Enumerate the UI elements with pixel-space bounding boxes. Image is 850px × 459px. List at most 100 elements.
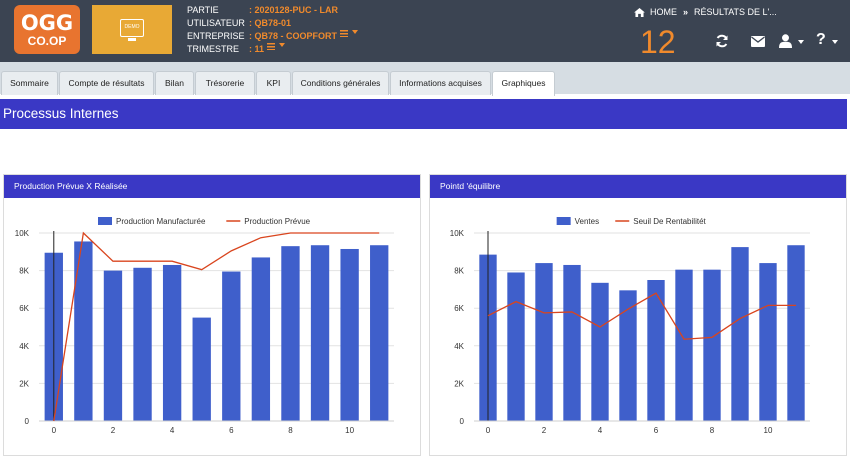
- enterprise-selector[interactable]: : QB78 - COOPFORT: [249, 31, 338, 41]
- y-tick-label: 0: [460, 417, 465, 426]
- info-entreprise[interactable]: ENTREPRISE : QB78 - COOPFORT: [187, 30, 359, 43]
- bar: [563, 264, 581, 421]
- quarter-selector[interactable]: : 11: [249, 44, 265, 54]
- bar: [591, 282, 609, 421]
- x-tick-label: 10: [764, 426, 773, 435]
- y-tick-label: 6K: [454, 304, 464, 313]
- info-utilisateur: UTILISATEUR : QB78-01: [187, 17, 358, 30]
- bar: [675, 269, 693, 421]
- y-tick-label: 0: [25, 417, 30, 426]
- bar: [192, 317, 211, 421]
- y-tick-label: 2K: [19, 379, 29, 388]
- bar: [222, 271, 241, 421]
- monitor-stand-icon: [128, 38, 136, 41]
- bar: [535, 263, 553, 421]
- game-info: PARTIE : 2020128-PUC - LAR UTILISATEUR :…: [187, 4, 359, 56]
- legend-swatch: [98, 217, 112, 225]
- chevron-down-icon[interactable]: [832, 40, 838, 44]
- y-tick-label: 10K: [15, 229, 30, 238]
- equilibre-chart: 0 2K 4K 6K 8K 10K 0 2 4 6 8 10 Ventes Seuil De Rentab…: [450, 217, 810, 435]
- x-tick-label: 6: [229, 426, 234, 435]
- x-tick-label: 2: [111, 426, 116, 435]
- bar: [310, 245, 330, 421]
- bar: [251, 257, 271, 421]
- bar: [281, 246, 300, 421]
- tab-bilan[interactable]: Bilan: [155, 71, 194, 95]
- quarter-counter: 12: [640, 24, 676, 60]
- bar: [619, 290, 637, 421]
- legend-label: Seuil De Rentabilitét: [633, 217, 706, 226]
- tab-tresorerie[interactable]: Trésorerie: [195, 71, 255, 95]
- chart-panel-equilibre: Pointd 'équilibre 0 2K 4K 6K 8K 10K 0 2 4 6 8 10 Ven…: [429, 174, 847, 456]
- logo-line1: OGG: [20, 11, 74, 35]
- x-tick-label: 2: [542, 426, 547, 435]
- chevron-down-icon[interactable]: [279, 43, 286, 47]
- y-tick-label: 4K: [19, 342, 29, 351]
- y-tick-label: 6K: [19, 304, 29, 313]
- top-bar: OGG CO.OP DEMO PARTIE : 2020128-PUC - LA…: [0, 0, 850, 62]
- logo-line2: CO.OP: [27, 34, 67, 48]
- legend-label: Production Prévue: [244, 217, 310, 226]
- refresh-icon[interactable]: [715, 34, 729, 48]
- x-tick-label: 4: [598, 426, 603, 435]
- help-icon[interactable]: ?: [816, 31, 826, 48]
- list-icon[interactable]: [340, 30, 349, 37]
- series-line: [53, 231, 380, 422]
- mail-icon[interactable]: [751, 36, 765, 47]
- breadcrumb-home[interactable]: HOME: [650, 7, 677, 17]
- legend: Ventes Seuil De Rentabilitét: [556, 217, 707, 226]
- x-tick-label: 8: [288, 426, 293, 435]
- demo-label: DEMO: [124, 24, 140, 30]
- bar: [647, 280, 665, 421]
- legend-label: Production Manufacturée: [116, 217, 206, 226]
- bar: [703, 269, 721, 421]
- list-icon[interactable]: [267, 43, 276, 50]
- demo-badge: DEMO: [92, 5, 172, 54]
- home-icon[interactable]: [634, 7, 645, 17]
- bar: [759, 263, 777, 421]
- info-label: TRIMESTRE: [187, 44, 240, 54]
- x-tick-label: 6: [654, 426, 659, 435]
- chevron-down-icon[interactable]: [352, 30, 359, 34]
- legend-swatch: [556, 217, 571, 225]
- y-tick-label: 4K: [454, 342, 464, 351]
- bar: [507, 272, 525, 421]
- info-value: : QB78-01: [249, 18, 292, 28]
- info-label: UTILISATEUR: [187, 18, 245, 28]
- monitor-icon: DEMO: [120, 19, 144, 37]
- x-tick-label: 8: [710, 426, 715, 435]
- chevron-down-icon[interactable]: [798, 40, 804, 44]
- x-tick-label: 0: [486, 426, 491, 435]
- production-chart: 0 2K 4K 6K 8K 10K 0 2 4 6 8 10 Production Manufactur…: [15, 217, 394, 435]
- info-label: PARTIE: [187, 5, 219, 15]
- breadcrumb-separator: »: [683, 7, 689, 17]
- panel-title: Production Prévue X Réalisée: [4, 175, 420, 198]
- bar: [370, 245, 389, 421]
- y-tick-label: 8K: [454, 267, 464, 276]
- legend-label: Ventes: [575, 217, 599, 226]
- bar: [340, 248, 359, 421]
- bar: [787, 245, 805, 421]
- panel-title: Pointd 'équilibre: [430, 175, 846, 198]
- breadcrumb: HOME » RÉSULTATS DE L'...: [634, 7, 777, 17]
- tab-sommaire[interactable]: Sommaire: [1, 71, 58, 95]
- legend: Production Manufacturée Production Prévue: [98, 217, 311, 226]
- bar: [133, 267, 152, 421]
- x-tick-label: 10: [345, 426, 354, 435]
- info-trimestre[interactable]: TRIMESTRE : 11: [187, 43, 358, 56]
- bar: [162, 264, 182, 421]
- series-line: [487, 292, 796, 340]
- page-title: Processus Internes: [0, 99, 847, 129]
- y-tick-label: 10K: [450, 229, 465, 238]
- bar: [103, 270, 123, 421]
- tab-kpi[interactable]: KPI: [256, 71, 291, 95]
- tab-conditions-generales[interactable]: Conditions générales: [292, 71, 389, 95]
- x-tick-label: 0: [52, 426, 57, 435]
- tab-informations-acquises[interactable]: Informations acquises: [390, 71, 491, 95]
- tab-graphiques[interactable]: Graphiques: [492, 71, 555, 96]
- tab-compte-de-resultats[interactable]: Compte de résultats: [59, 71, 154, 95]
- ogg-coop-logo[interactable]: OGG CO.OP: [14, 5, 80, 54]
- user-icon[interactable]: [779, 34, 792, 48]
- x-tick-label: 4: [170, 426, 175, 435]
- info-label: ENTREPRISE: [187, 31, 245, 41]
